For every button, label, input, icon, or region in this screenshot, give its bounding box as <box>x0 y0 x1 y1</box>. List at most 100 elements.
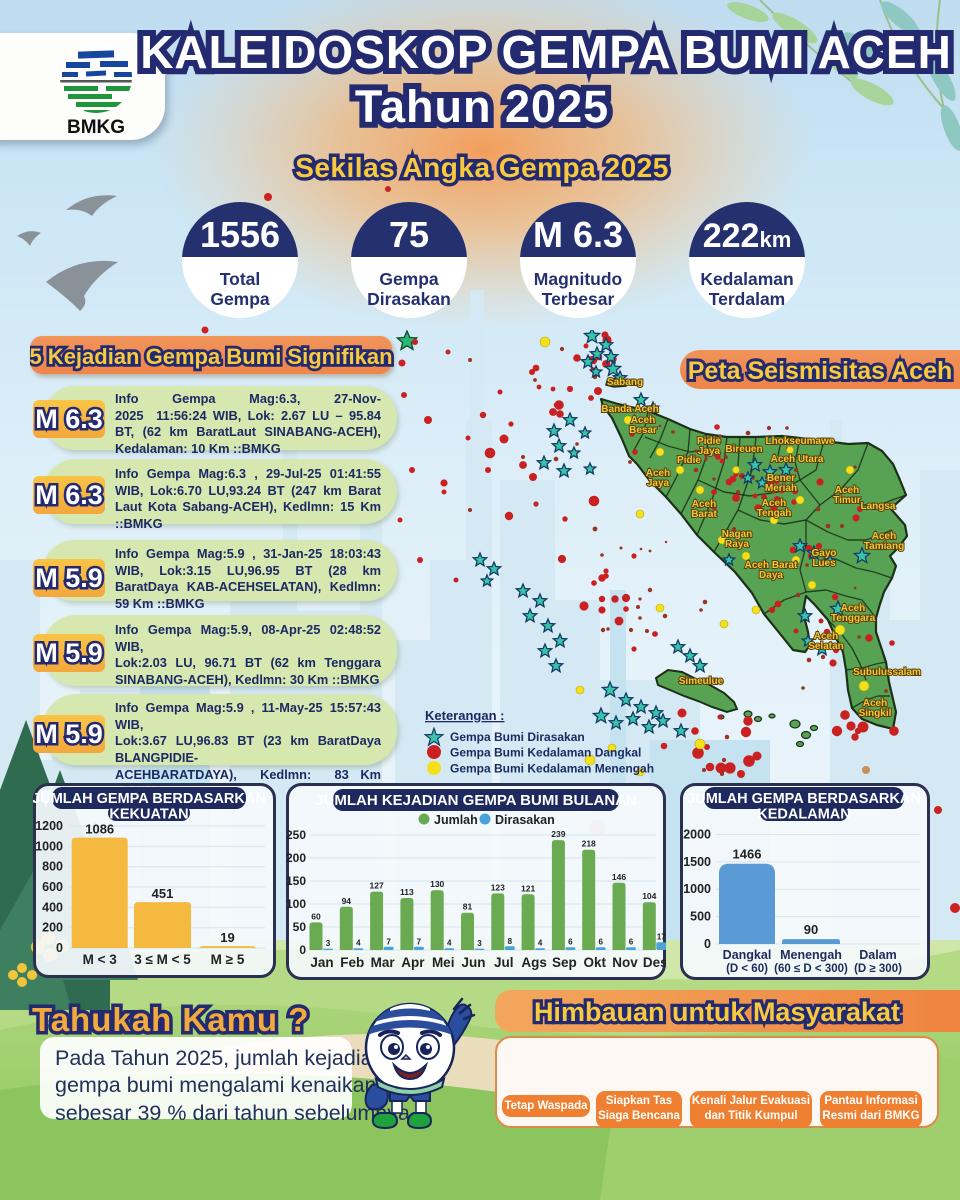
svg-text:1000: 1000 <box>683 882 711 896</box>
svg-text:Gempa: Gempa <box>210 289 270 309</box>
svg-text:(D ≥ 300): (D ≥ 300) <box>854 963 902 975</box>
svg-text:KEKUATAN: KEKUATAN <box>109 807 188 823</box>
svg-text:Gempa: Gempa <box>379 269 439 289</box>
svg-text:17: 17 <box>657 933 666 942</box>
svg-text:Raya: Raya <box>725 539 749 550</box>
svg-text:Barat: Barat <box>691 509 717 520</box>
svg-text:Sekilas Angka Gempa 2025: Sekilas Angka Gempa 2025 <box>295 152 669 183</box>
svg-text:451: 451 <box>152 886 174 901</box>
svg-text:Jaya: Jaya <box>698 446 721 457</box>
svg-text:Sep: Sep <box>552 955 577 970</box>
svg-text:Tahukah Kamu ?: Tahukah Kamu ? <box>32 1001 309 1038</box>
svg-text:Dangkal: Dangkal <box>723 948 772 962</box>
svg-text:239: 239 <box>551 829 565 839</box>
svg-text:Besar: Besar <box>629 425 657 436</box>
svg-text:8: 8 <box>508 937 513 946</box>
svg-text:75: 75 <box>389 214 429 255</box>
svg-text:M 5.9: M 5.9 <box>35 638 103 668</box>
svg-text:JUMLAH GEMPA BERDASARKAN: JUMLAH GEMPA BERDASARKAN <box>687 791 921 807</box>
svg-text:Selatan: Selatan <box>808 641 844 652</box>
svg-text:3: 3 <box>477 939 482 948</box>
svg-text:1466: 1466 <box>733 847 762 862</box>
svg-text:7: 7 <box>417 937 422 946</box>
svg-text:4: 4 <box>538 939 543 948</box>
svg-text:250: 250 <box>286 828 306 842</box>
svg-text:Dirasakan: Dirasakan <box>367 289 451 309</box>
svg-text:Aceh: Aceh <box>872 531 896 542</box>
svg-text:Sabang: Sabang <box>607 377 643 388</box>
svg-text:6: 6 <box>568 938 573 947</box>
svg-text:7: 7 <box>386 937 391 946</box>
svg-text:Jul: Jul <box>494 955 514 970</box>
svg-text:81: 81 <box>463 902 473 912</box>
svg-text:100: 100 <box>286 897 306 911</box>
svg-text:Mar: Mar <box>371 955 396 970</box>
svg-text:127: 127 <box>370 881 384 891</box>
svg-text:M 5.9: M 5.9 <box>35 719 103 749</box>
svg-text:2000: 2000 <box>683 828 711 842</box>
svg-text:600: 600 <box>42 880 63 894</box>
svg-text:Kedalaman: Kedalaman <box>700 269 793 289</box>
svg-text:150: 150 <box>286 874 306 888</box>
svg-text:Himbauan untuk Masyarakat: Himbauan untuk Masyarakat <box>534 997 900 1027</box>
svg-text:0: 0 <box>299 943 306 957</box>
svg-text:500: 500 <box>690 910 711 924</box>
svg-text:50: 50 <box>293 920 307 934</box>
svg-text:Aceh: Aceh <box>646 468 670 479</box>
svg-text:Banda Aceh: Banda Aceh <box>601 404 658 415</box>
svg-text:1556: 1556 <box>200 214 280 255</box>
svg-text:Keterangan :: Keterangan : <box>425 708 504 723</box>
svg-text:Gempa Bumi Kedalaman Dangkal: Gempa Bumi Kedalaman Dangkal <box>450 746 641 760</box>
svg-text:Aceh: Aceh <box>692 499 716 510</box>
svg-text:Bireuen: Bireuen <box>725 444 762 455</box>
svg-text:Simeulue: Simeulue <box>679 676 724 687</box>
svg-text:Timur: Timur <box>833 495 861 506</box>
svg-text:Nagan: Nagan <box>722 529 753 540</box>
svg-text:Langsa: Langsa <box>860 501 895 512</box>
svg-text:146: 146 <box>612 872 626 882</box>
svg-text:Jumlah: Jumlah <box>434 813 478 827</box>
svg-text:113: 113 <box>400 887 414 897</box>
svg-text:Total: Total <box>220 269 261 289</box>
svg-text:Pidie: Pidie <box>697 436 721 447</box>
svg-text:JUMLAH GEMPA BERDASARKAN: JUMLAH GEMPA BERDASARKAN <box>33 791 266 807</box>
svg-text:Bener: Bener <box>767 473 795 484</box>
svg-text:0: 0 <box>56 941 63 955</box>
svg-text:6: 6 <box>629 938 634 947</box>
svg-text:BMKG: BMKG <box>67 117 125 137</box>
svg-text:4: 4 <box>356 939 361 948</box>
svg-text:3 ≤ M < 5: 3 ≤ M < 5 <box>134 952 191 967</box>
svg-text:Meriah: Meriah <box>765 483 797 494</box>
svg-text:Jan: Jan <box>310 955 333 970</box>
svg-text:Aceh Barat: Aceh Barat <box>745 560 798 571</box>
svg-text:M ≥ 5: M ≥ 5 <box>211 952 245 967</box>
svg-text:800: 800 <box>42 860 63 874</box>
svg-text:6: 6 <box>598 938 603 947</box>
svg-text:121: 121 <box>521 883 535 893</box>
svg-text:Gempa Bumi Dirasakan: Gempa Bumi Dirasakan <box>450 730 585 744</box>
svg-text:200: 200 <box>42 921 63 935</box>
svg-text:Daya: Daya <box>759 570 783 581</box>
svg-text:Aceh: Aceh <box>835 485 859 496</box>
svg-text:Singkil: Singkil <box>859 708 892 719</box>
svg-text:Aceh: Aceh <box>631 415 655 426</box>
svg-text:Terdalam: Terdalam <box>709 289 786 309</box>
svg-text:Okt: Okt <box>583 955 606 970</box>
svg-text:Des: Des <box>643 955 666 970</box>
svg-text:19: 19 <box>220 930 234 945</box>
svg-text:Terbesar: Terbesar <box>542 289 615 309</box>
svg-text:Apr: Apr <box>401 955 425 970</box>
svg-text:200: 200 <box>286 851 306 865</box>
svg-text:Nov: Nov <box>612 955 638 970</box>
svg-text:Lues: Lues <box>812 558 836 569</box>
svg-text:M 6.3: M 6.3 <box>35 480 103 510</box>
svg-text:Aceh: Aceh <box>814 631 838 642</box>
svg-text:Pidie: Pidie <box>677 455 701 466</box>
svg-text:0: 0 <box>704 937 711 951</box>
svg-text:1086: 1086 <box>85 822 114 837</box>
svg-text:1000: 1000 <box>35 839 63 853</box>
svg-text:60: 60 <box>311 911 321 921</box>
svg-text:Tengah: Tengah <box>757 508 792 519</box>
svg-text:Tamiang: Tamiang <box>864 541 904 552</box>
svg-text:JUMLAH KEJADIAN GEMPA BUMI BUL: JUMLAH KEJADIAN GEMPA BUMI BULANAN <box>315 792 637 809</box>
